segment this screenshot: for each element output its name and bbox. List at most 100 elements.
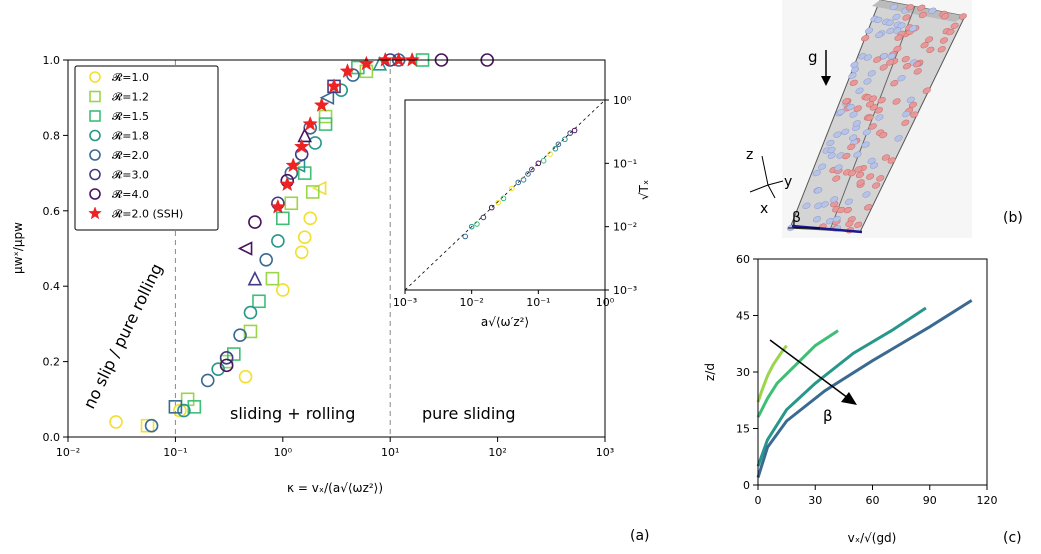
data-point	[285, 157, 301, 173]
data-point	[318, 117, 333, 131]
particle	[802, 202, 811, 209]
y-tick-label-c: 45	[736, 310, 750, 323]
data-point	[339, 63, 356, 78]
particle	[908, 101, 917, 109]
particles	[787, 3, 967, 234]
particle	[834, 164, 843, 171]
inset-point	[509, 185, 515, 192]
particle	[873, 56, 882, 63]
legend-marker	[89, 71, 101, 83]
particle	[889, 3, 898, 11]
particle	[855, 87, 864, 94]
particle	[848, 72, 857, 79]
particle	[892, 13, 901, 21]
particle	[876, 175, 885, 182]
particle	[922, 87, 931, 94]
particle	[897, 75, 906, 82]
inset-point	[562, 136, 568, 143]
panel-label-a: (a)	[630, 528, 650, 544]
y-tick-label: 0.6	[43, 205, 61, 218]
data-point	[219, 354, 234, 369]
region-label-no-slip: no slip / pure rolling	[80, 260, 167, 411]
scatter-points	[109, 51, 494, 433]
data-point	[237, 241, 253, 256]
panel-a: 10⁻² 10⁻¹ 10⁰ 10¹ 10² 10³ 0.0 0.2 0.4 0.6 0.8 1.0 κ…	[11, 51, 651, 544]
particle	[894, 34, 903, 41]
particle	[902, 110, 911, 118]
particle	[872, 182, 881, 189]
data-point	[311, 180, 327, 196]
inset-point	[571, 127, 578, 134]
inset-point	[480, 214, 487, 221]
data-point	[404, 51, 420, 67]
data-point	[275, 211, 290, 226]
inset-point	[495, 199, 501, 206]
particle	[832, 215, 841, 223]
particle	[820, 201, 829, 208]
legend-marker	[89, 149, 101, 161]
data-point	[319, 90, 335, 105]
particle	[827, 152, 836, 159]
x-tick-label: 10¹	[381, 446, 399, 459]
particle	[863, 78, 872, 85]
inset-points	[462, 127, 578, 240]
inset-x-tick-label: 10⁻²	[460, 296, 484, 309]
data-point	[265, 271, 280, 286]
axis-z-label: z	[746, 147, 753, 163]
chute-base	[791, 224, 863, 234]
x-tick-label-c: 120	[977, 494, 998, 507]
particle	[868, 123, 877, 130]
particle	[856, 179, 865, 186]
legend-marker	[89, 168, 101, 181]
y-tick-label: 0.0	[43, 431, 61, 444]
data-point	[227, 347, 241, 361]
particle	[829, 196, 839, 203]
particle	[853, 151, 862, 158]
particle	[846, 103, 855, 111]
particle	[854, 221, 863, 228]
gravity-label: g	[808, 48, 818, 66]
inset-frame	[404, 99, 606, 291]
particle	[864, 204, 873, 211]
inset-point	[462, 233, 469, 240]
inset-x-label: a√⟨ω′z²⟩	[481, 315, 529, 329]
legend-marker	[89, 188, 101, 200]
legend-marker	[88, 206, 102, 220]
data-point	[144, 418, 159, 433]
data-point	[313, 96, 330, 112]
inset-point	[488, 204, 495, 211]
x-axis-label-c: vₓ/√(gd)	[848, 531, 897, 545]
particle	[849, 111, 858, 118]
particle	[905, 4, 914, 11]
particle	[853, 105, 862, 112]
coordinate-axes: z y x	[746, 147, 792, 217]
particle	[812, 216, 822, 223]
data-point	[259, 253, 273, 267]
inset-x-tick-label: 10⁻³	[393, 296, 417, 309]
x-tick-label: 10³	[596, 446, 614, 459]
particle	[902, 63, 911, 70]
data-point	[200, 373, 215, 388]
legend-label: 𝓡=1.8	[112, 130, 149, 143]
legend-label: 𝓡=1.0	[112, 71, 149, 84]
data-point	[238, 369, 253, 384]
particle	[865, 114, 874, 121]
data-point	[211, 362, 225, 376]
legend-marker	[89, 110, 101, 122]
particle	[832, 175, 841, 182]
inset-point	[547, 151, 553, 157]
data-point	[243, 305, 258, 320]
particle	[906, 96, 915, 103]
inset-x-tick-label: 10⁻¹	[526, 296, 550, 309]
particle	[950, 22, 959, 30]
inset-point	[555, 141, 562, 148]
data-point	[233, 328, 247, 343]
particle	[887, 52, 896, 60]
legend-marker	[89, 90, 101, 103]
y-tick-label: 0.2	[43, 356, 61, 369]
data-point	[275, 283, 290, 297]
particle	[865, 101, 875, 108]
particle	[946, 28, 955, 36]
